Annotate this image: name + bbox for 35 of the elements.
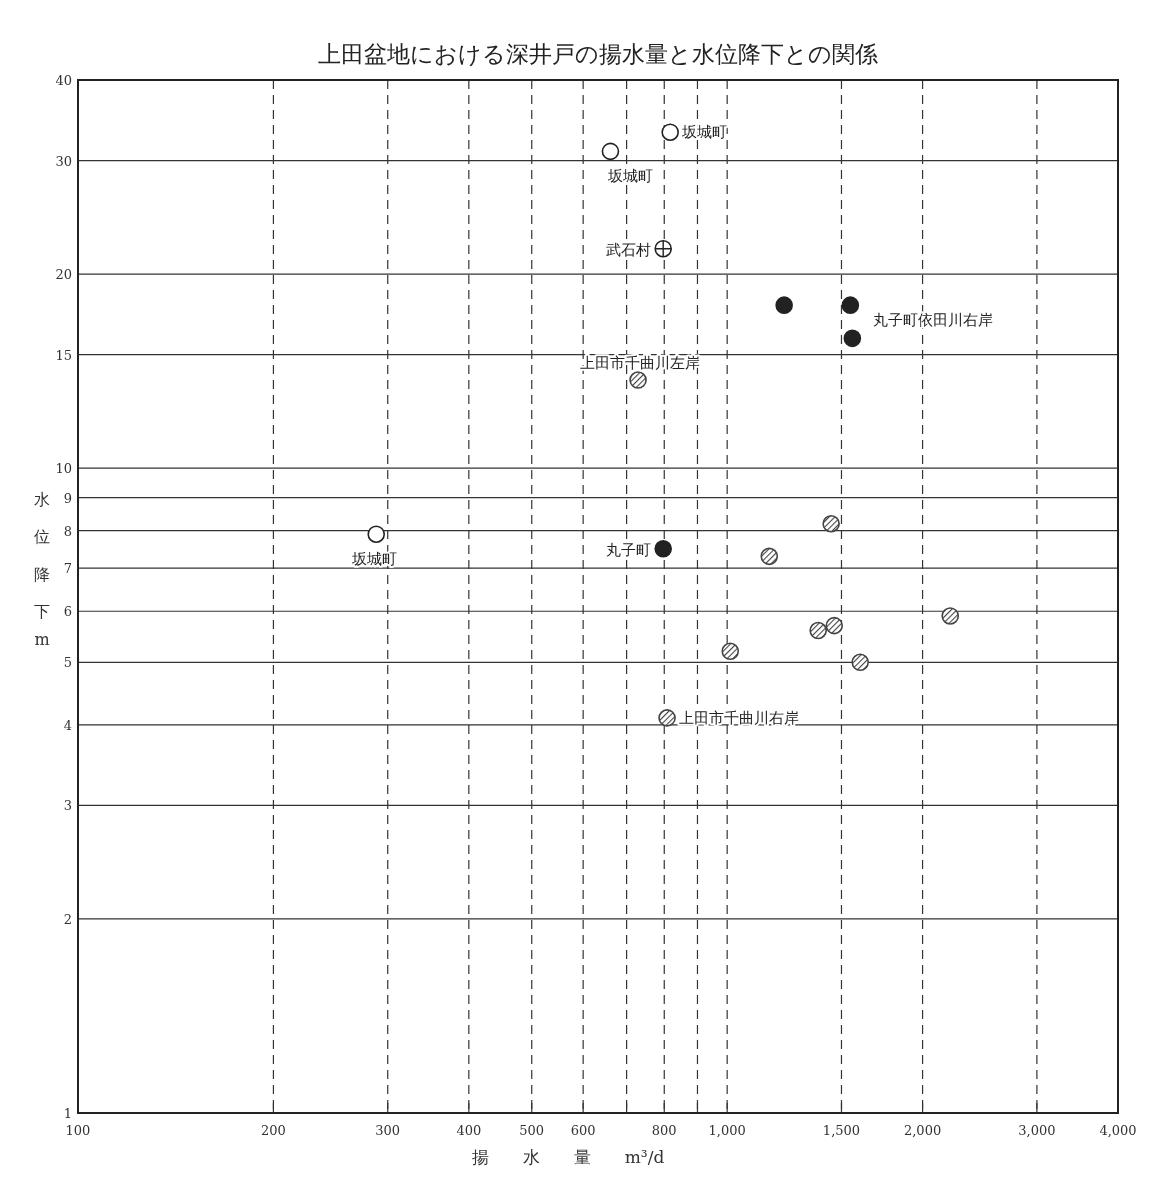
x-tick-label: 300: [375, 1123, 401, 1138]
y-tick-label: 15: [55, 347, 72, 363]
y-tick-label: 3: [63, 798, 72, 814]
annotation: 上田市千曲川左岸: [580, 354, 701, 373]
y-tick-label: 5: [63, 655, 72, 671]
x-tick-label: 1,500: [822, 1123, 861, 1138]
y-tick-label: 4: [63, 717, 72, 733]
annotation: 坂城町: [606, 167, 653, 186]
y-tick-label: 6: [63, 604, 72, 620]
x-tick-label: 3,000: [1018, 1123, 1056, 1138]
annotation: 坂城町: [681, 123, 728, 142]
y-tick-label: 9: [63, 490, 72, 506]
x-tick-label: 1,000: [708, 1123, 746, 1138]
x-tick-label: 4,000: [1099, 1123, 1137, 1138]
y-tick-label: 40: [55, 73, 72, 88]
x-tick-label: 400: [456, 1123, 482, 1138]
y-tick-label: 10: [55, 461, 72, 477]
x-tick-label: 2,000: [903, 1123, 942, 1138]
chart-title: 上田盆地における深井戸の揚水量と水位降下との関係: [318, 41, 878, 67]
y-tick-label: 2: [63, 911, 72, 927]
x-tick-label: 600: [570, 1123, 596, 1138]
y-tick-label: 20: [55, 267, 72, 283]
x-tick-label: 800: [651, 1123, 677, 1138]
y-axis-title: 水位降下m: [32, 478, 52, 687]
x-tick-label: 100: [65, 1123, 91, 1138]
y-tick-label: 1: [63, 1106, 72, 1121]
y-tick-label: 8: [63, 523, 72, 539]
annotation: 上田市千曲川右岸: [679, 708, 800, 727]
y-tick-label: 7: [63, 561, 72, 577]
x-axis-title: 揚 水 量 m³/d: [471, 1147, 665, 1167]
annotation: 丸子町依田川右岸: [873, 311, 994, 330]
annotation: 坂城町: [350, 550, 397, 569]
x-tick-label: 500: [519, 1123, 545, 1138]
x-tick-label: 200: [261, 1123, 286, 1138]
y-tick-label: 30: [55, 153, 72, 169]
